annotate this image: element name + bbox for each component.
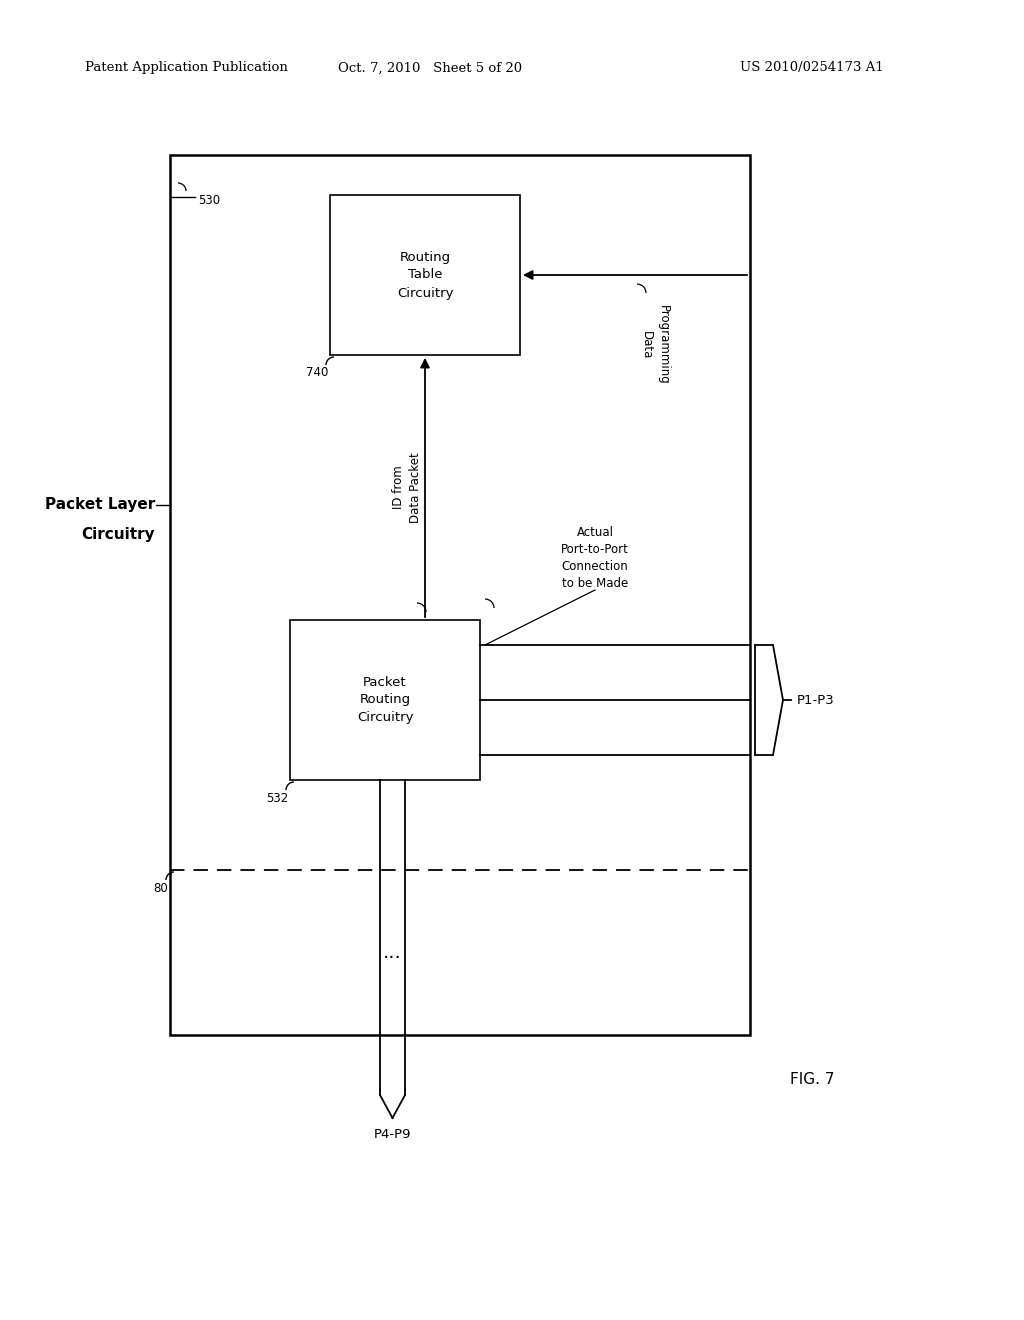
- Text: 80: 80: [154, 882, 168, 895]
- Text: P1-P3: P1-P3: [797, 693, 835, 706]
- Text: Packet
Routing
Circuitry: Packet Routing Circuitry: [356, 676, 414, 725]
- Text: Routing
Table
Circuitry: Routing Table Circuitry: [396, 251, 454, 300]
- Text: Packet Layer: Packet Layer: [45, 498, 155, 512]
- Text: Patent Application Publication: Patent Application Publication: [85, 62, 288, 74]
- Text: 532: 532: [266, 792, 288, 804]
- Text: Circuitry: Circuitry: [81, 527, 155, 543]
- Text: 740: 740: [305, 367, 328, 380]
- Bar: [330, 195, 520, 355]
- Text: P4-P9: P4-P9: [374, 1129, 412, 1140]
- Text: Actual
Port-to-Port
Connection
to be Made: Actual Port-to-Port Connection to be Mad…: [561, 525, 629, 590]
- Text: 530: 530: [198, 194, 220, 206]
- Text: FIG. 7: FIG. 7: [790, 1072, 835, 1088]
- Text: Oct. 7, 2010   Sheet 5 of 20: Oct. 7, 2010 Sheet 5 of 20: [338, 62, 522, 74]
- Bar: [170, 154, 750, 1035]
- Text: ID from
Data Packet: ID from Data Packet: [392, 453, 422, 523]
- Text: Programming
Data: Programming Data: [640, 305, 670, 384]
- Bar: [290, 620, 480, 780]
- Text: ...: ...: [383, 942, 401, 962]
- Text: US 2010/0254173 A1: US 2010/0254173 A1: [740, 62, 884, 74]
